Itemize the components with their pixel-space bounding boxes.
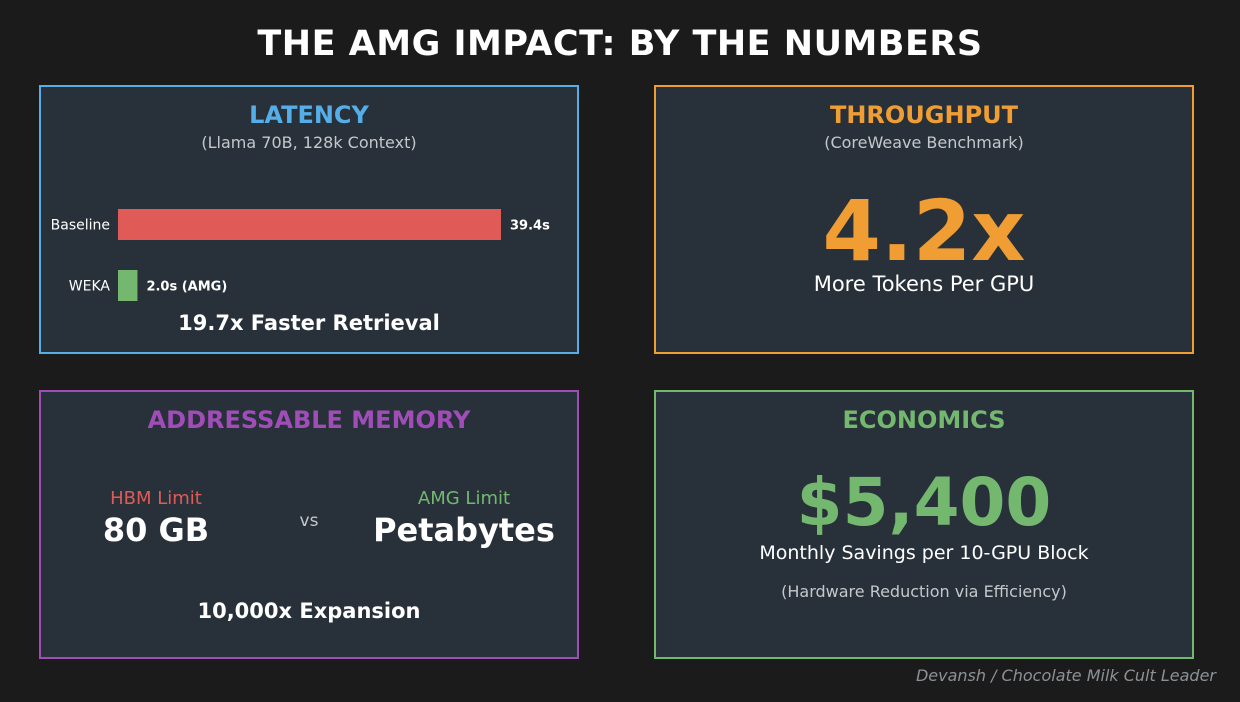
- economics-title: ECONOMICS: [842, 406, 1006, 434]
- throughput-title: THROUGHPUT: [829, 101, 1019, 129]
- economics-caption: Monthly Savings per 10-GPU Block: [759, 542, 1089, 564]
- amg-column: AMG Limit Petabytes: [359, 488, 569, 549]
- hbm-column: HBM Limit 80 GB: [81, 488, 231, 549]
- amg-label: AMG Limit: [417, 488, 511, 509]
- credit-text: Devansh / Chocolate Milk Cult Leader: [915, 666, 1216, 685]
- throughput-panel: THROUGHPUT (CoreWeave Benchmark) 4.2x Mo…: [654, 85, 1194, 354]
- economics-panel: ECONOMICS $5,400 Monthly Savings per 10-…: [654, 390, 1194, 659]
- latency-footer: 19.7x Faster Retrieval: [178, 311, 440, 335]
- amg-value: Petabytes: [373, 511, 555, 549]
- page-title: THE AMG IMPACT: BY THE NUMBERS: [257, 24, 983, 64]
- throughput-subtitle: (CoreWeave Benchmark): [824, 133, 1024, 152]
- memory-title: ADDRESSABLE MEMORY: [147, 406, 471, 434]
- bar-weka: [118, 270, 138, 301]
- throughput-caption: More Tokens Per GPU: [813, 272, 1035, 296]
- hbm-value: 80 GB: [102, 511, 210, 549]
- memory-panel: ADDRESSABLE MEMORY HBM Limit 80 GB vs AM…: [39, 390, 579, 659]
- economics-note: (Hardware Reduction via Efficiency): [781, 582, 1067, 601]
- economics-value: $5,400: [796, 464, 1052, 541]
- data-label-baseline: 39.4s: [510, 219, 550, 234]
- throughput-value: 4.2x: [822, 182, 1026, 280]
- category-label-weka: WEKA: [69, 279, 111, 295]
- latency-title: LATENCY: [249, 101, 369, 129]
- latency-bar-chart: Baseline 39.4s WEKA 2.0s (AMG): [51, 209, 550, 301]
- category-label-baseline: Baseline: [51, 218, 110, 234]
- latency-panel: LATENCY (Llama 70B, 128k Context) Baseli…: [39, 85, 579, 354]
- bar-baseline: [118, 209, 501, 240]
- latency-subtitle: (Llama 70B, 128k Context): [201, 133, 417, 152]
- data-label-weka: 2.0s (AMG): [146, 280, 227, 295]
- memory-footer: 10,000x Expansion: [197, 599, 421, 623]
- hbm-label: HBM Limit: [110, 488, 202, 509]
- vs-label: vs: [299, 511, 319, 531]
